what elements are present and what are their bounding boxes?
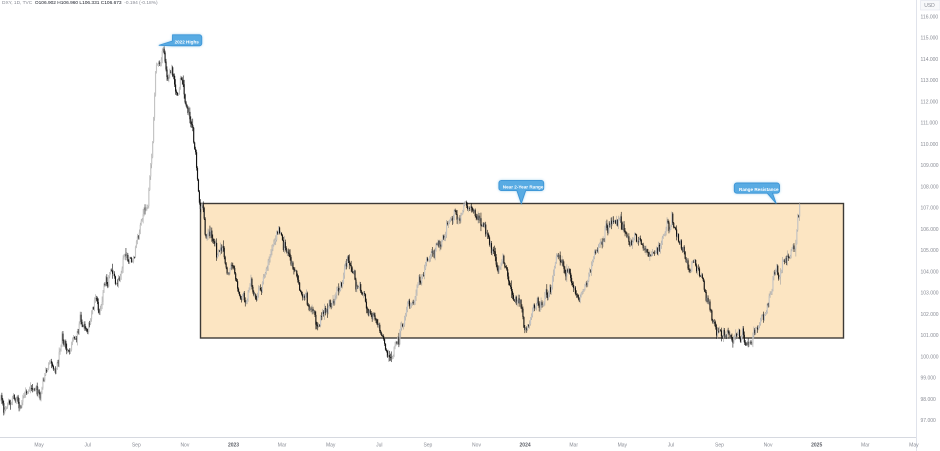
svg-text:Near 2-Year Range: Near 2-Year Range — [503, 185, 544, 190]
svg-text:Range Resistance: Range Resistance — [739, 187, 779, 192]
svg-text:2022 Highs: 2022 Highs — [175, 40, 200, 45]
